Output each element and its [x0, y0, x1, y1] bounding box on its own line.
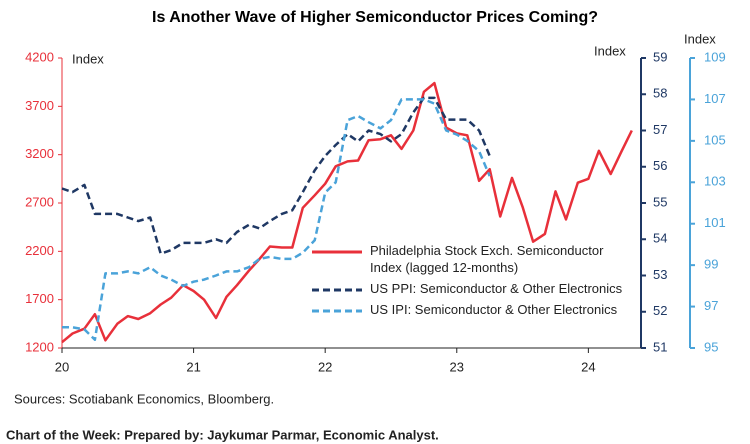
legend-item: US IPI: Semiconductor & Other Electronic… [312, 301, 642, 318]
y2-tick-label: 53 [653, 267, 667, 282]
legend-item: Philadelphia Stock Exch. Semiconductor I… [312, 242, 642, 276]
y3-tick-label: 105 [704, 132, 726, 147]
series-line [61, 81, 633, 344]
series-line [62, 98, 491, 341]
legend: Philadelphia Stock Exch. Semiconductor I… [312, 242, 642, 322]
series-line [61, 96, 491, 255]
y3-tick-label: 97 [704, 298, 718, 313]
y-tick-label: 1200 [25, 339, 54, 354]
legend-label: US IPI: Semiconductor & Other Electronic… [370, 302, 618, 317]
y2-tick-label: 55 [653, 194, 667, 209]
y-tick-label: 3700 [25, 98, 54, 113]
legend-item: US PPI: Semiconductor & Other Electronic… [312, 280, 642, 297]
y-tick-label: 1700 [25, 291, 54, 306]
y3-tick-label: 103 [704, 174, 726, 189]
y3-tick-label: 95 [704, 339, 718, 354]
x-tick-label: 22 [318, 359, 332, 374]
y3-tick-label: 109 [704, 49, 726, 64]
y3-tick-label: 101 [704, 215, 726, 230]
x-tick-label: 24 [581, 359, 595, 374]
x-tick-label: 23 [450, 359, 464, 374]
legend-swatch [312, 309, 362, 313]
y2-tick-label: 57 [653, 122, 667, 137]
y2-tick-label: 59 [653, 49, 667, 64]
y2-tick-label: 51 [653, 339, 667, 354]
y2-tick-label: 52 [653, 303, 667, 318]
y-tick-label: 2700 [25, 194, 54, 209]
y2-tick-label: 54 [653, 231, 667, 246]
y3-tick-label: 107 [704, 91, 726, 106]
legend-swatch [312, 250, 362, 254]
y-axis-label: Index [72, 51, 104, 66]
y2-tick-label: 58 [653, 86, 667, 101]
legend-label: US PPI: Semiconductor & Other Electronic… [370, 281, 623, 296]
y2-tick-label: 56 [653, 158, 667, 173]
legend-label: Philadelphia Stock Exch. Semiconductor I… [370, 243, 604, 275]
y3-axis-label: Index [684, 31, 716, 46]
source: Sources: Scotiabank Economics, Bloomberg… [14, 391, 274, 406]
x-tick-label: 21 [186, 359, 200, 374]
y3-tick-label: 99 [704, 257, 718, 272]
x-tick-label: 20 [55, 359, 69, 374]
y-tick-label: 2200 [25, 243, 54, 258]
chart-title: Is Another Wave of Higher Semiconductor … [152, 9, 598, 26]
y2-axis-label: Index [594, 43, 626, 58]
y-tick-label: 4200 [25, 49, 54, 64]
legend-swatch [312, 288, 362, 292]
footer: Chart of the Week: Prepared by: Jaykumar… [6, 427, 439, 442]
y-tick-label: 3200 [25, 146, 54, 161]
